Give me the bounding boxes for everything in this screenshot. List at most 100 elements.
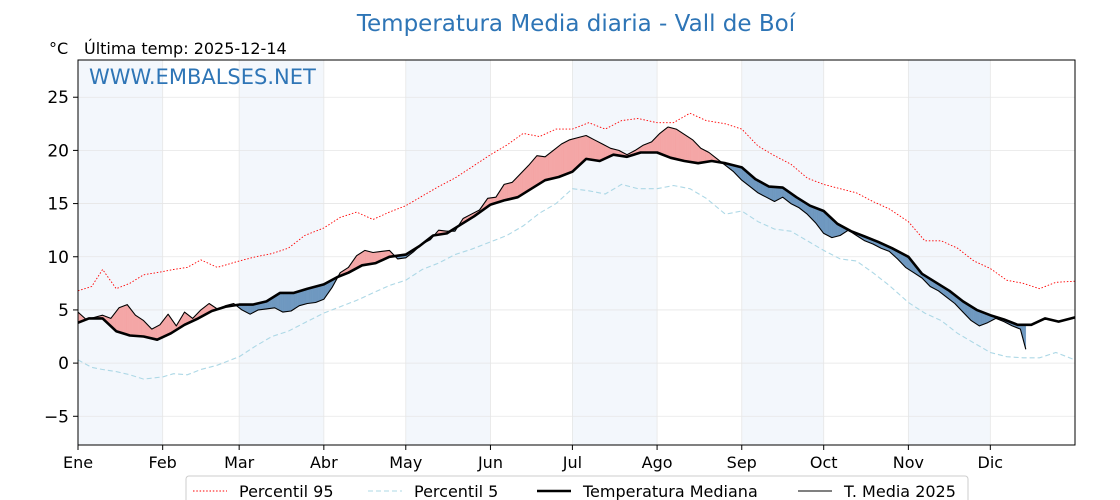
above-median-fill [648, 142, 651, 153]
y-tick-label: −5 [44, 407, 69, 427]
above-median-fill [163, 317, 166, 337]
above-median-fill [568, 139, 570, 174]
above-median-fill [558, 144, 561, 178]
above-median-fill [570, 138, 573, 173]
below-median-fill [304, 288, 307, 305]
above-median-fill [510, 182, 513, 200]
above-median-fill [591, 137, 594, 161]
below-median-fill [771, 186, 774, 202]
above-median-fill [676, 128, 678, 160]
x-tick-label: Oct [810, 453, 838, 472]
above-median-fill [602, 143, 604, 161]
above-median-fill [566, 140, 569, 175]
below-median-fill [279, 292, 282, 312]
above-median-fill [527, 164, 529, 192]
below-median-fill [826, 213, 828, 236]
above-median-fill [132, 311, 135, 337]
above-median-fill [658, 132, 660, 154]
above-median-fill [364, 250, 367, 266]
below-median-fill [969, 305, 972, 322]
x-tick-label: Mar [224, 453, 255, 472]
above-median-fill [363, 250, 365, 266]
below-median-fill [296, 291, 299, 308]
above-median-fill [551, 149, 554, 179]
above-median-fill [371, 251, 374, 265]
above-median-fill [576, 137, 579, 169]
y-axis: −5 0 5 10 15 20 25 [44, 88, 78, 427]
above-median-fill [666, 126, 669, 158]
x-tick-label: Abr [310, 453, 338, 472]
above-median-fill [584, 135, 587, 161]
above-median-fill [599, 142, 602, 162]
above-median-fill [117, 307, 120, 333]
below-median-fill [292, 292, 294, 311]
above-median-fill [686, 135, 689, 162]
below-median-fill [249, 304, 252, 315]
above-median-fill [137, 316, 140, 337]
x-tick-label: Ene [63, 453, 93, 472]
series-line-percentil-5 [77, 183, 1076, 380]
above-median-fill [528, 163, 531, 191]
above-median-fill [574, 137, 577, 170]
below-median-fill [308, 287, 311, 304]
above-median-fill [671, 127, 674, 159]
above-median-fill [583, 135, 585, 162]
y-tick-label: 0 [58, 354, 69, 374]
above-median-fill [662, 129, 665, 156]
above-median-fill [532, 158, 535, 189]
above-median-fill [506, 183, 509, 200]
above-median-fill [125, 304, 128, 335]
above-median-fill [518, 173, 521, 197]
y-tick-label: 25 [47, 88, 69, 108]
below-median-fill [823, 210, 826, 235]
below-median-fill [300, 290, 303, 306]
above-median-fill [121, 305, 124, 334]
series-line-temperatura-mediana [77, 151, 1076, 341]
above-median-fill [688, 136, 691, 163]
legend-label: T. Media 2025 [843, 482, 956, 500]
below-median-fill [315, 285, 318, 303]
above-median-fill [588, 136, 591, 160]
above-median-fill [678, 130, 681, 161]
above-median-fill [647, 142, 650, 153]
below-median-fill [975, 308, 977, 325]
above-median-fill [603, 144, 606, 160]
below-median-fill [307, 288, 309, 304]
above-median-fill [141, 319, 144, 337]
above-median-fill [133, 312, 136, 337]
x-tick-label: Jun [477, 453, 503, 472]
above-median-fill [128, 305, 131, 336]
x-tick-label: Ago [642, 453, 673, 472]
below-median-fill [289, 292, 292, 312]
last-temp-label: Última temp: 2025-12-14 [84, 39, 287, 58]
above-median-fill [165, 315, 168, 337]
above-median-fill [562, 142, 565, 176]
below-median-fill [303, 289, 305, 305]
above-median-fill [655, 135, 658, 153]
series-lines [77, 112, 1076, 380]
y-tick-label: 20 [47, 141, 69, 161]
above-median-fill [703, 149, 706, 163]
legend-box [185, 475, 969, 500]
plot-frame [77, 59, 1076, 446]
below-median-fill [822, 210, 824, 234]
below-median-fill [288, 292, 290, 312]
x-tick-label: Feb [149, 453, 177, 472]
above-median-fill [696, 143, 699, 164]
below-median-fill [827, 214, 830, 237]
chart-title: Temperatura Media diaria - Vall de Boí [356, 11, 796, 37]
month-band [572, 60, 658, 445]
above-median-fill [516, 176, 518, 198]
below-median-fill [977, 310, 980, 327]
above-median-fill [659, 131, 662, 155]
above-median-fill [508, 182, 510, 200]
above-median-fill [587, 135, 589, 160]
above-median-fill [684, 134, 686, 162]
below-median-fill [319, 284, 322, 302]
above-median-fill [520, 171, 523, 196]
above-median-fill [544, 155, 547, 181]
below-median-fill [973, 307, 976, 324]
above-median-fill [372, 252, 375, 264]
above-median-fill [512, 180, 514, 199]
above-median-fill [580, 136, 583, 165]
